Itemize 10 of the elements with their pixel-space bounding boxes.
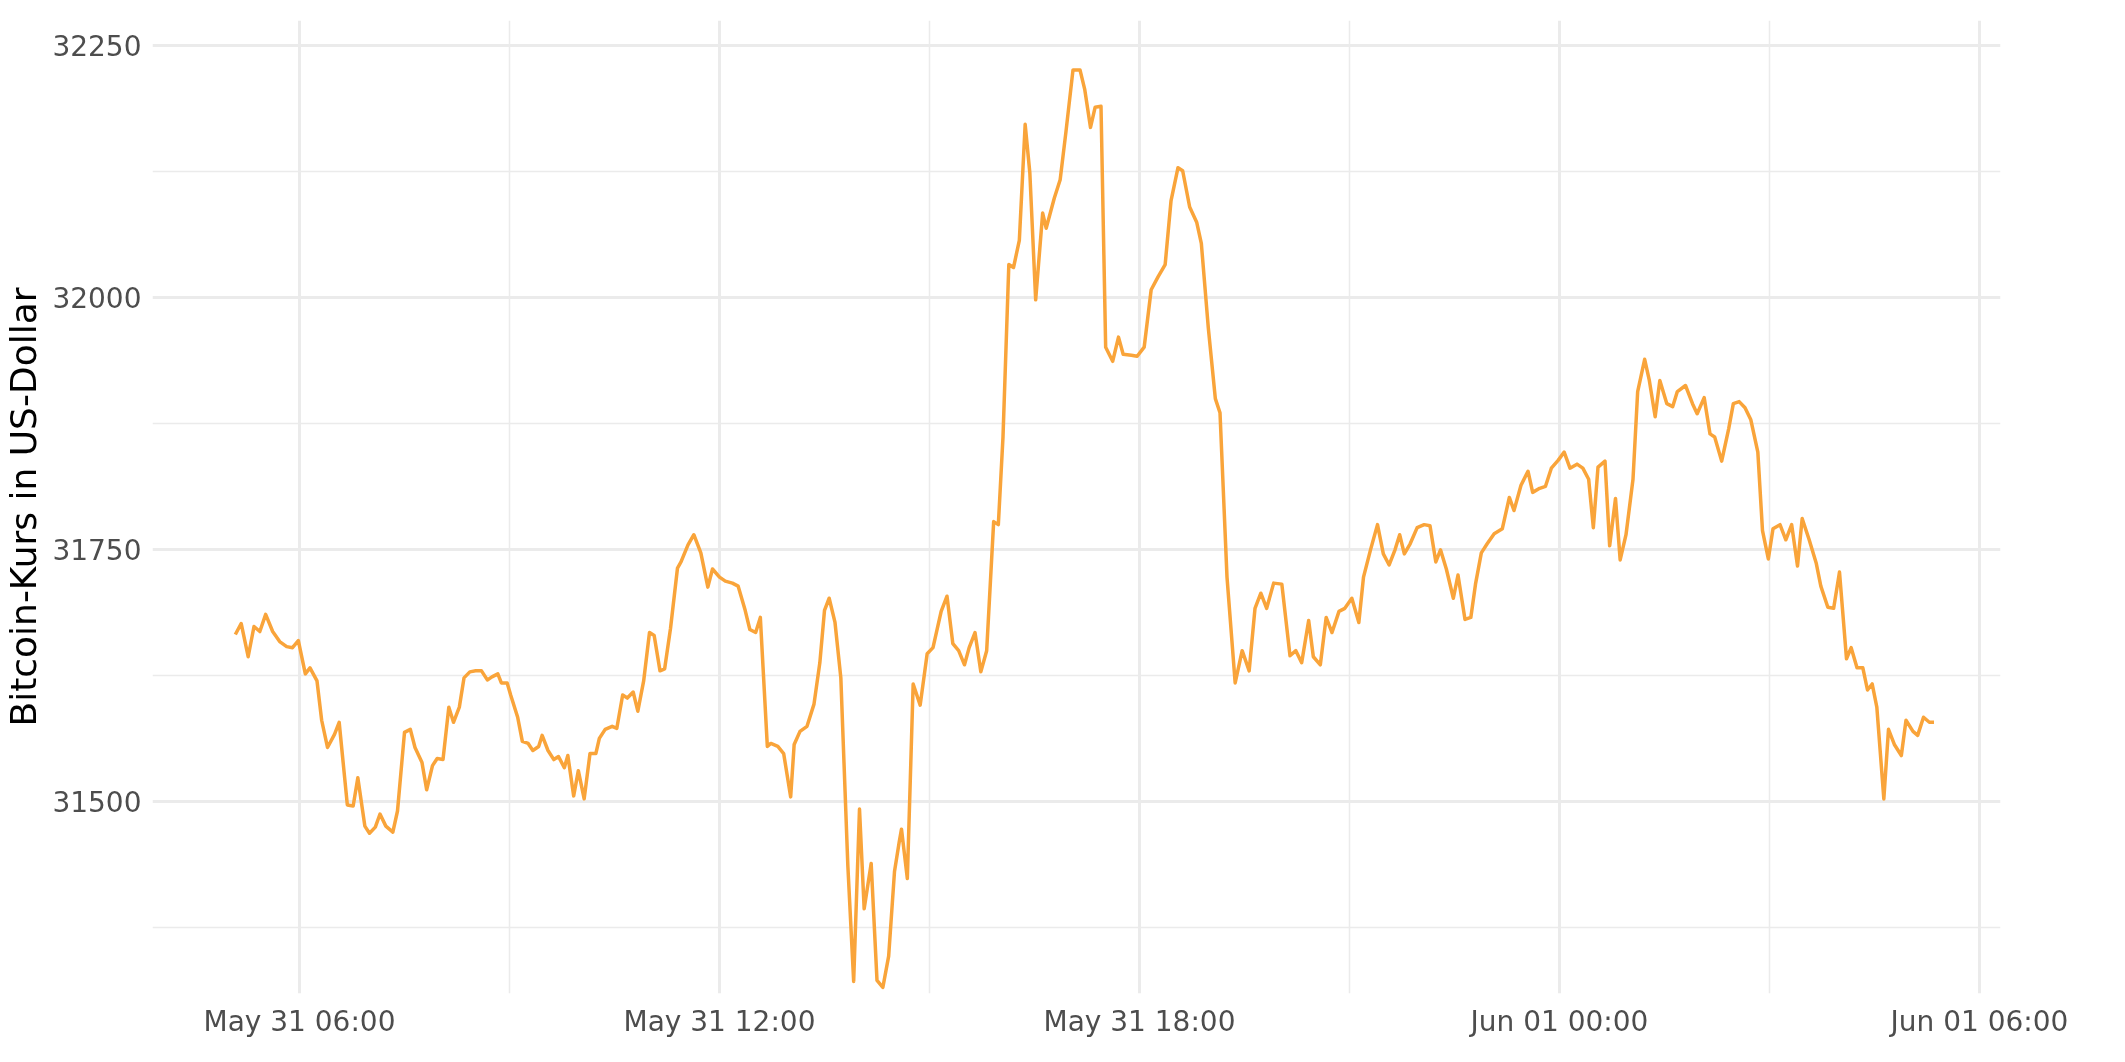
x-tick-label: May 31 18:00 (1043, 1004, 1236, 1038)
y-tick-label: 32250 (52, 30, 142, 64)
x-tick-label: May 31 06:00 (203, 1004, 396, 1038)
y-axis-title: Bitcoin-Kurs in US-Dollar (3, 287, 45, 727)
x-tick-label: May 31 12:00 (623, 1004, 816, 1038)
y-tick-label: 31750 (52, 534, 142, 568)
y-tick-label: 31500 (52, 786, 142, 820)
y-tick-label: 32000 (52, 282, 142, 316)
x-tick-label: Jun 01 06:00 (1888, 1004, 2069, 1038)
x-tick-label: Jun 01 00:00 (1468, 1004, 1649, 1038)
